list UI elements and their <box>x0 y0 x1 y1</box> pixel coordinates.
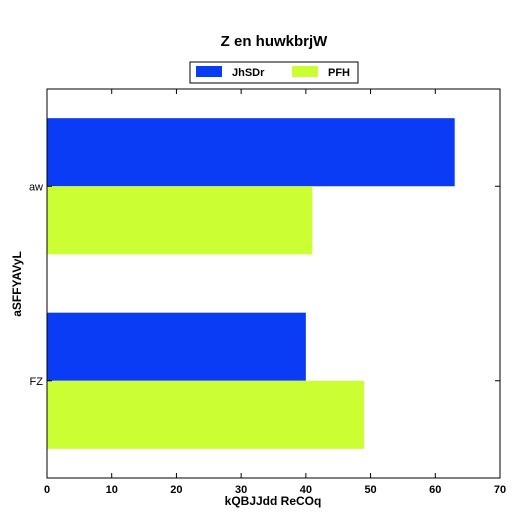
y-axis-ticks: aw FZ <box>29 181 500 388</box>
y-axis-label: aSFFYAVyL <box>10 251 24 317</box>
x-tick-label: 60 <box>429 484 441 496</box>
x-tick-label: 50 <box>364 484 376 496</box>
x-axis-ticks: 0 10 20 30 40 50 60 70 <box>44 89 506 496</box>
x-tick-label: 10 <box>106 484 118 496</box>
legend-label-series-2: PFH <box>328 67 350 79</box>
x-axis-label: kQBJJdd ReCOq <box>225 494 322 508</box>
bars-group <box>47 118 455 449</box>
y-category-label: FZ <box>30 376 44 388</box>
x-tick-label: 30 <box>235 484 247 496</box>
legend-swatch-series-2 <box>292 66 318 77</box>
legend: JhSDr PFH <box>189 61 359 84</box>
x-tick-label: 40 <box>300 484 312 496</box>
chart-title: Z en huwkbrjW <box>221 33 329 50</box>
bar-FZ-series-2 <box>47 380 365 449</box>
bar-aw-series-1 <box>47 118 455 187</box>
bar-aw-series-2 <box>47 186 313 255</box>
bar-FZ-series-1 <box>47 312 306 381</box>
legend-label-series-1: JhSDr <box>232 67 265 79</box>
x-tick-label: 0 <box>44 484 50 496</box>
x-tick-label: 70 <box>494 484 506 496</box>
plot-area-frame <box>46 88 501 479</box>
x-tick-label: 20 <box>170 484 182 496</box>
legend-swatch-series-1 <box>196 66 222 77</box>
y-category-label: aw <box>29 181 43 193</box>
